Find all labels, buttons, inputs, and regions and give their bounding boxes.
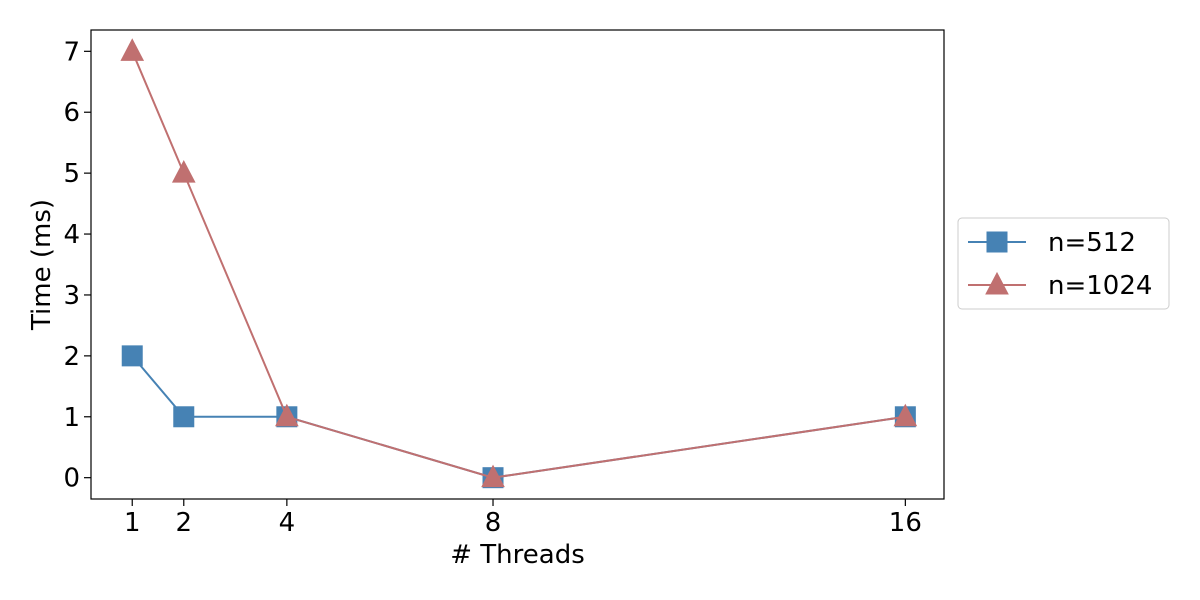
- data-point: [171, 160, 196, 183]
- x-tick-label: 8: [485, 508, 502, 538]
- y-tick-label: 1: [63, 403, 80, 433]
- y-axis: 0 1 2 3 4 5 6 7: [63, 37, 91, 494]
- y-axis-label: Time (ms): [27, 199, 57, 331]
- legend-item: n=512: [968, 228, 1136, 258]
- series-n=512: [121, 345, 916, 489]
- series-layer: [120, 38, 918, 489]
- y-tick-label: 6: [63, 98, 80, 128]
- series-line: [131, 50, 906, 479]
- plot-border: [90, 29, 945, 500]
- x-tick-label: 1: [124, 508, 141, 538]
- data-point: [893, 403, 918, 427]
- x-tick-label: 16: [889, 508, 922, 538]
- x-axis: 1 2 4 8 16: [124, 499, 922, 538]
- data-point: [275, 403, 299, 427]
- legend-item: n=1024: [968, 271, 1152, 301]
- plot-area: [90, 29, 945, 500]
- legend-marker: [986, 231, 1008, 253]
- y-tick-label: 4: [63, 220, 80, 250]
- data-point: [120, 38, 145, 61]
- x-axis-label: # Threads: [450, 540, 585, 570]
- y-tick-label: 5: [63, 159, 80, 189]
- data-point: [173, 406, 195, 428]
- y-tick-label: 0: [63, 464, 80, 494]
- data-point: [121, 345, 143, 367]
- legend-marker: [985, 271, 1009, 295]
- y-tick-label: 2: [63, 342, 80, 372]
- x-tick-label: 2: [175, 508, 192, 538]
- legend: n=512 n=1024: [957, 217, 1170, 310]
- series-line: [131, 355, 906, 479]
- x-tick-label: 4: [279, 508, 296, 538]
- legend-label: n=512: [1048, 228, 1136, 258]
- y-tick-label: 7: [63, 37, 80, 67]
- y-tick-label: 3: [63, 281, 80, 311]
- data-point: [481, 464, 505, 488]
- legend-label: n=1024: [1048, 271, 1152, 301]
- series-n=1024: [120, 38, 918, 488]
- legend-box: [957, 217, 1170, 310]
